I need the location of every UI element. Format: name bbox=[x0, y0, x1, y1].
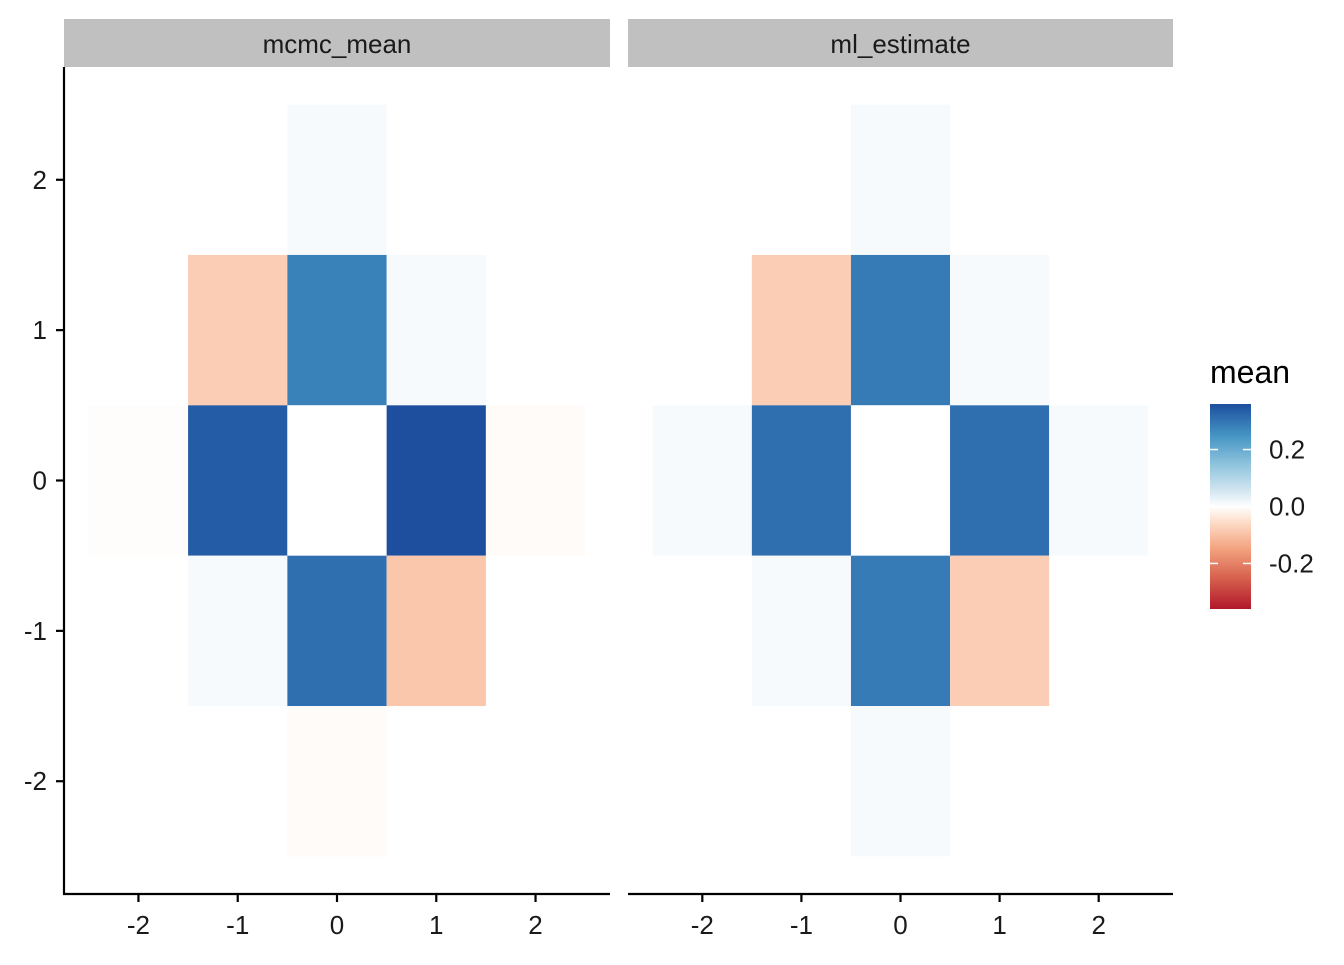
facet-strip-label-ml-estimate: ml_estimate bbox=[830, 29, 970, 59]
heatmap-cell bbox=[287, 555, 387, 707]
y-tick-label: 0 bbox=[33, 466, 47, 496]
heatmap-cell bbox=[188, 555, 288, 707]
heatmap-cell bbox=[950, 254, 1050, 406]
heatmap-cells-ml-estimate bbox=[652, 104, 1149, 857]
legend-tick-label: 0.2 bbox=[1269, 435, 1305, 465]
x-axis-ticks-ml-estimate: -2 -1 0 1 2 bbox=[691, 894, 1106, 940]
heatmap-cell bbox=[485, 405, 586, 556]
x-tick-label: -2 bbox=[127, 910, 150, 940]
y-tick-label: -2 bbox=[24, 766, 47, 796]
x-tick-label: 1 bbox=[992, 910, 1006, 940]
heatmap-cell bbox=[751, 254, 851, 406]
y-tick-label: -1 bbox=[24, 616, 47, 646]
y-axis-ticks: -2 -1 0 1 2 bbox=[24, 165, 64, 796]
x-axis-ticks-mcmc-mean: -2 -1 0 1 2 bbox=[127, 894, 543, 940]
x-tick-label: -1 bbox=[790, 910, 813, 940]
facet-strip-label-mcmc-mean: mcmc_mean bbox=[263, 29, 412, 59]
heatmap-cell bbox=[88, 405, 189, 556]
x-tick-label: 0 bbox=[330, 910, 344, 940]
facet-panel-mcmc-mean: mcmc_mean -2 -1 0 1 2 -2 -1 0 1 2 bbox=[24, 19, 610, 940]
heatmap-cell bbox=[652, 405, 752, 556]
x-tick-label: -2 bbox=[691, 910, 714, 940]
heatmap-cell bbox=[850, 254, 951, 406]
heatmap-cell bbox=[850, 706, 951, 857]
x-tick-label: 0 bbox=[893, 910, 907, 940]
heatmap-cell bbox=[287, 254, 387, 406]
heatmap-cells-mcmc-mean bbox=[88, 104, 586, 857]
heatmap-cell bbox=[751, 555, 851, 707]
heatmap-cell bbox=[1049, 405, 1149, 556]
heatmap-cell bbox=[850, 405, 951, 556]
heatmap-cell bbox=[751, 405, 851, 556]
legend-tick-label: 0.0 bbox=[1269, 492, 1305, 522]
facet-strip-ml-estimate bbox=[628, 19, 1173, 67]
heatmap-cell bbox=[188, 405, 288, 556]
heatmap-cell bbox=[950, 555, 1050, 707]
heatmap-cell bbox=[386, 555, 486, 707]
heatmap-cell bbox=[287, 706, 387, 857]
legend-title: mean bbox=[1210, 354, 1290, 390]
legend: mean 0.2 0.0 -0.2 bbox=[1210, 354, 1314, 609]
facet-strip-mcmc-mean bbox=[64, 19, 610, 67]
heatmap-cell bbox=[287, 104, 387, 255]
heatmap-cell bbox=[287, 405, 387, 556]
x-tick-label: 2 bbox=[1091, 910, 1105, 940]
heatmap-cell bbox=[850, 555, 951, 707]
heatmap-cell bbox=[188, 254, 288, 406]
legend-ticks: 0.2 0.0 -0.2 bbox=[1210, 435, 1314, 578]
heatmap-cell bbox=[850, 104, 951, 255]
y-tick-label: 1 bbox=[33, 315, 47, 345]
heatmap-cell bbox=[386, 254, 486, 406]
x-tick-label: -1 bbox=[226, 910, 249, 940]
heatmap-cell bbox=[386, 405, 486, 556]
facet-panel-ml-estimate: ml_estimate -2 -1 0 1 2 bbox=[628, 19, 1173, 940]
x-tick-label: 1 bbox=[429, 910, 443, 940]
y-tick-label: 2 bbox=[33, 165, 47, 195]
x-tick-label: 2 bbox=[528, 910, 542, 940]
heatmap-cell bbox=[950, 405, 1050, 556]
legend-tick-label: -0.2 bbox=[1269, 548, 1314, 578]
